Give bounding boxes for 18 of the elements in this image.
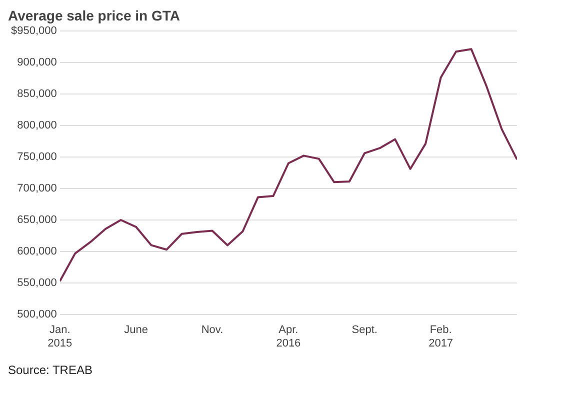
- y-tick-label: 600,000: [17, 246, 57, 258]
- y-tick-label: 900,000: [17, 56, 57, 68]
- y-tick-label: 500,000: [17, 308, 57, 321]
- y-tick-label: $950,000: [10, 24, 57, 37]
- y-tick-label: 650,000: [17, 214, 57, 226]
- y-tick-label: 700,000: [17, 182, 57, 194]
- x-tick-label: Nov.: [201, 324, 224, 336]
- chart-title: Average sale price in GTA: [8, 7, 180, 24]
- y-tick-label: 750,000: [17, 150, 57, 163]
- y-tick-label: 850,000: [17, 88, 57, 100]
- x-tick-label: Feb. 2017: [428, 324, 454, 350]
- y-tick-label: 800,000: [17, 119, 57, 132]
- source-note: Source: TREAB: [8, 363, 94, 377]
- x-tick-label: Sept.: [352, 324, 378, 336]
- x-tick-label: Apr. 2016: [276, 324, 301, 350]
- x-tick-label: June: [124, 324, 148, 336]
- y-tick-label: 550,000: [17, 277, 57, 290]
- x-tick-label: Jan. 2015: [48, 324, 72, 350]
